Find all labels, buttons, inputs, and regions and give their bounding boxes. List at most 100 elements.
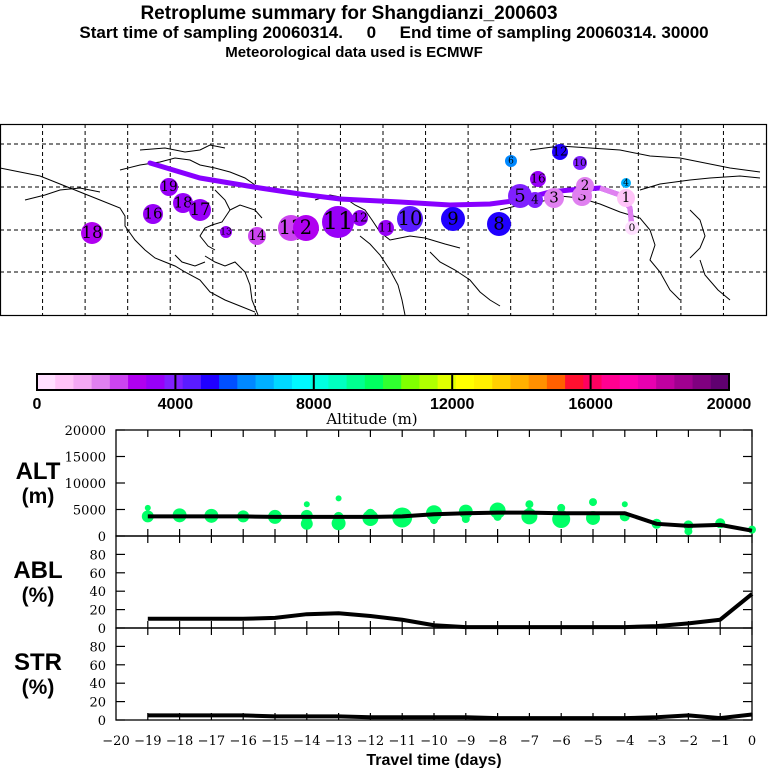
coastline — [204, 255, 259, 316]
map-frame — [0, 123, 768, 317]
altitude-cluster-point — [303, 501, 310, 508]
x-axis-label: Travel time (days) — [366, 752, 501, 768]
coastline — [639, 175, 761, 191]
cluster-day-label: 4 — [623, 178, 629, 188]
cluster-marker — [441, 207, 465, 231]
y-tick-label: 10000 — [65, 477, 106, 492]
colorbar-swatch — [255, 374, 275, 390]
cluster-marker — [352, 210, 368, 226]
colorbar-swatch — [474, 374, 493, 390]
colorbar-swatch — [710, 374, 730, 390]
cluster-day-label: 12 — [352, 211, 367, 225]
coastline — [229, 204, 263, 219]
colorbar-frame — [36, 373, 730, 391]
met-data-line: Meteorological data used is ECMWF — [225, 44, 483, 61]
colorbar-swatch — [692, 374, 712, 390]
altitude-cluster-point — [589, 498, 597, 507]
x-tick-label: −16 — [229, 734, 256, 749]
coastline — [139, 144, 226, 153]
cluster-day-label: 1 — [622, 190, 631, 206]
y-tick-label: 0 — [98, 530, 106, 545]
colorbar-swatch — [492, 374, 511, 390]
colorbar-swatch — [328, 374, 348, 390]
sampling-time-line: Start time of sampling 20060314. 0 End t… — [79, 23, 709, 42]
cluster-marker — [573, 156, 587, 170]
x-tick-label: −7 — [520, 734, 539, 749]
cluster-marker — [505, 155, 517, 167]
panel-alt: 0 5000 10000 15000 20000 ALT(m) — [16, 424, 756, 545]
x-tick-label: −9 — [456, 734, 475, 749]
cluster-day-label: 4 — [531, 193, 539, 207]
colorbar-swatch — [601, 374, 621, 390]
cluster-day-label: 11 — [323, 207, 354, 235]
cluster-marker — [160, 178, 178, 196]
panel-frame — [115, 627, 753, 721]
y-tick-label: 0 — [98, 622, 106, 637]
colorbar-swatch — [401, 374, 420, 390]
y-tick-label: 20000 — [65, 424, 106, 439]
colorbar-tick-label: 20000 — [707, 396, 752, 413]
cluster-marker — [293, 215, 319, 241]
colorbar-swatch — [546, 374, 566, 390]
panel-ylabel: ALT — [16, 458, 61, 485]
x-tick-label: −1 — [711, 734, 730, 749]
colorbar-swatch — [146, 374, 165, 390]
x-tick-label: −18 — [166, 734, 193, 749]
cluster-day-label: 3 — [577, 187, 587, 205]
colorbar-tick-label: 16000 — [568, 396, 613, 413]
panel-str: 0 20 40 60 80 STR(%) — [14, 627, 753, 729]
cluster-day-label: 2 — [581, 178, 590, 194]
x-tick-label: −6 — [552, 734, 571, 749]
cluster-marker — [378, 220, 394, 236]
coastline — [689, 209, 706, 259]
cluster-marker — [189, 199, 211, 221]
cluster-day-label: 18 — [173, 194, 192, 212]
panel-ylabel-unit: (m) — [22, 485, 55, 508]
colorbar-swatch — [164, 374, 184, 390]
x-tick-label: −12 — [357, 734, 384, 749]
colorbar-swatch — [419, 374, 439, 390]
colorbar-swatch — [619, 374, 639, 390]
colorbar-swatch — [128, 374, 147, 390]
cluster-marker — [143, 204, 163, 224]
cluster-marker — [530, 171, 546, 187]
y-tick-label: 40 — [89, 677, 106, 692]
x-tick-label: −11 — [388, 734, 415, 749]
cluster-day-label: 11 — [378, 221, 393, 235]
colorbar-swatch — [455, 374, 475, 390]
colorbar-swatch — [346, 374, 366, 390]
series-line-abl — [147, 592, 754, 630]
cluster-marker — [552, 144, 568, 160]
y-tick-label: 80 — [89, 548, 106, 563]
y-tick-label: 80 — [89, 640, 106, 655]
coastline — [199, 189, 231, 251]
altitude-cluster-point — [335, 495, 342, 502]
x-tick-label: −10 — [420, 734, 447, 749]
cluster-day-label: 12 — [552, 145, 567, 159]
colorbar-tick-label: 12000 — [430, 396, 475, 413]
cluster-marker — [621, 178, 631, 188]
altitude-cluster-point — [684, 527, 693, 536]
panel-ylabel: ABL — [13, 557, 62, 584]
x-tick-label: −14 — [293, 734, 320, 749]
panel-ylabel: STR — [14, 649, 62, 676]
panel-abl: 0 20 40 60 80 ABL(%) — [13, 535, 754, 637]
page-title: Retroplume summary for Shangdianzi_20060… — [140, 3, 558, 24]
cluster-day-label: 18 — [82, 223, 103, 242]
colorbar-swatch — [674, 374, 694, 390]
cluster-marker — [617, 189, 635, 207]
x-tick-label: −19 — [134, 734, 161, 749]
cluster-day-label: 16 — [143, 205, 162, 223]
altitude-cluster-point — [557, 503, 566, 512]
x-tick-label: −4 — [615, 734, 634, 749]
cluster-day-label: 10 — [573, 157, 586, 169]
panel-ylabel-unit: (%) — [22, 584, 55, 607]
panel-frame — [115, 535, 753, 629]
coastline — [174, 254, 206, 267]
colorbar-swatch — [55, 374, 74, 390]
coastline — [529, 145, 761, 173]
colorbar-swatch — [237, 374, 257, 390]
altitude-cluster-point — [525, 500, 534, 509]
